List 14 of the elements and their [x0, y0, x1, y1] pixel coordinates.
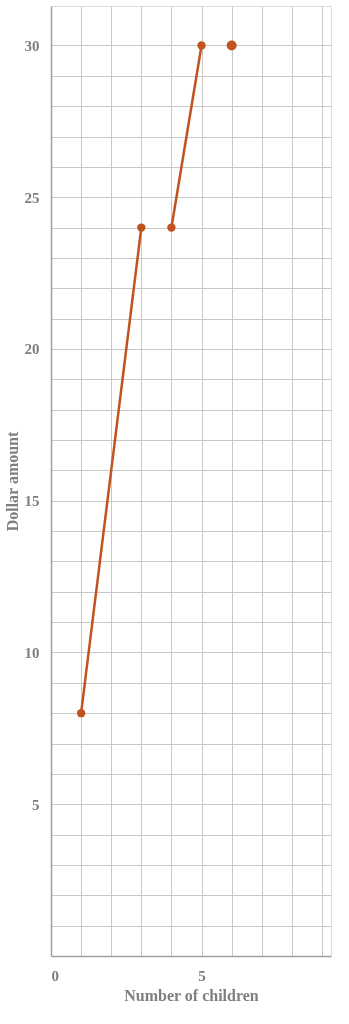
y-tick-label: 15 — [24, 493, 40, 510]
y-tick-label: 10 — [24, 644, 40, 661]
point — [167, 223, 176, 232]
x-axis-title: Number of children — [124, 986, 259, 1004]
point — [197, 41, 206, 50]
y-tick-label: 5 — [32, 796, 40, 813]
x-tick-label: 0 — [51, 967, 59, 984]
point — [226, 40, 237, 51]
y-tick-label: 30 — [24, 37, 40, 54]
y-tick-label: 20 — [24, 341, 40, 358]
point — [137, 223, 146, 232]
y-tick-label: 25 — [24, 189, 40, 206]
point — [76, 709, 86, 718]
y-axis-title: Dollar amount — [3, 430, 21, 532]
